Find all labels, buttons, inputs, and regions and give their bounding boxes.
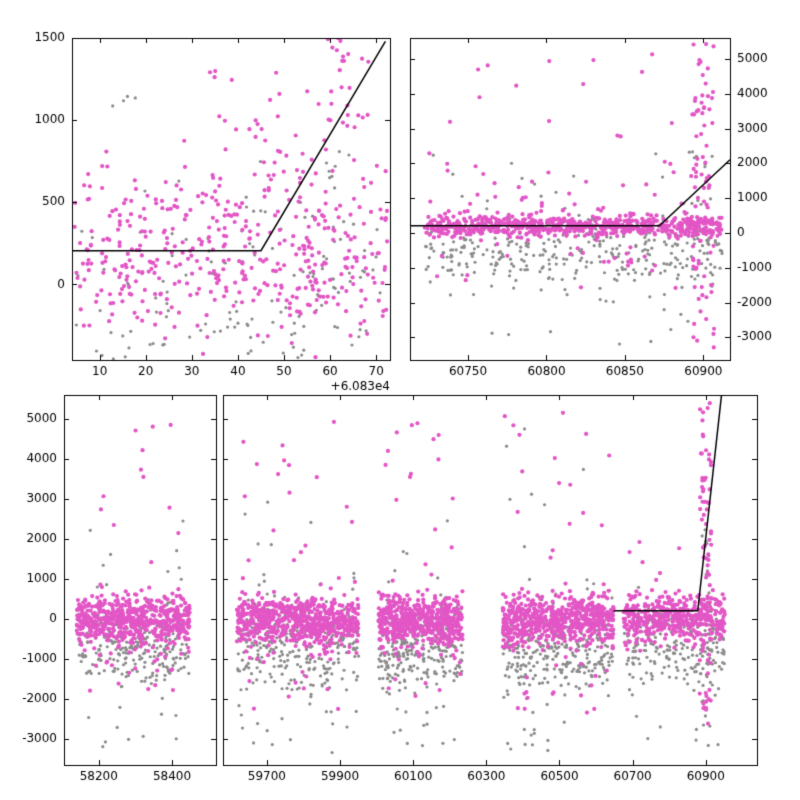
light-curve-figure: BLG41M0101.054445 (380.08, 1028.98) 3 89… <box>0 0 800 800</box>
light-curve-canvas <box>0 0 800 800</box>
